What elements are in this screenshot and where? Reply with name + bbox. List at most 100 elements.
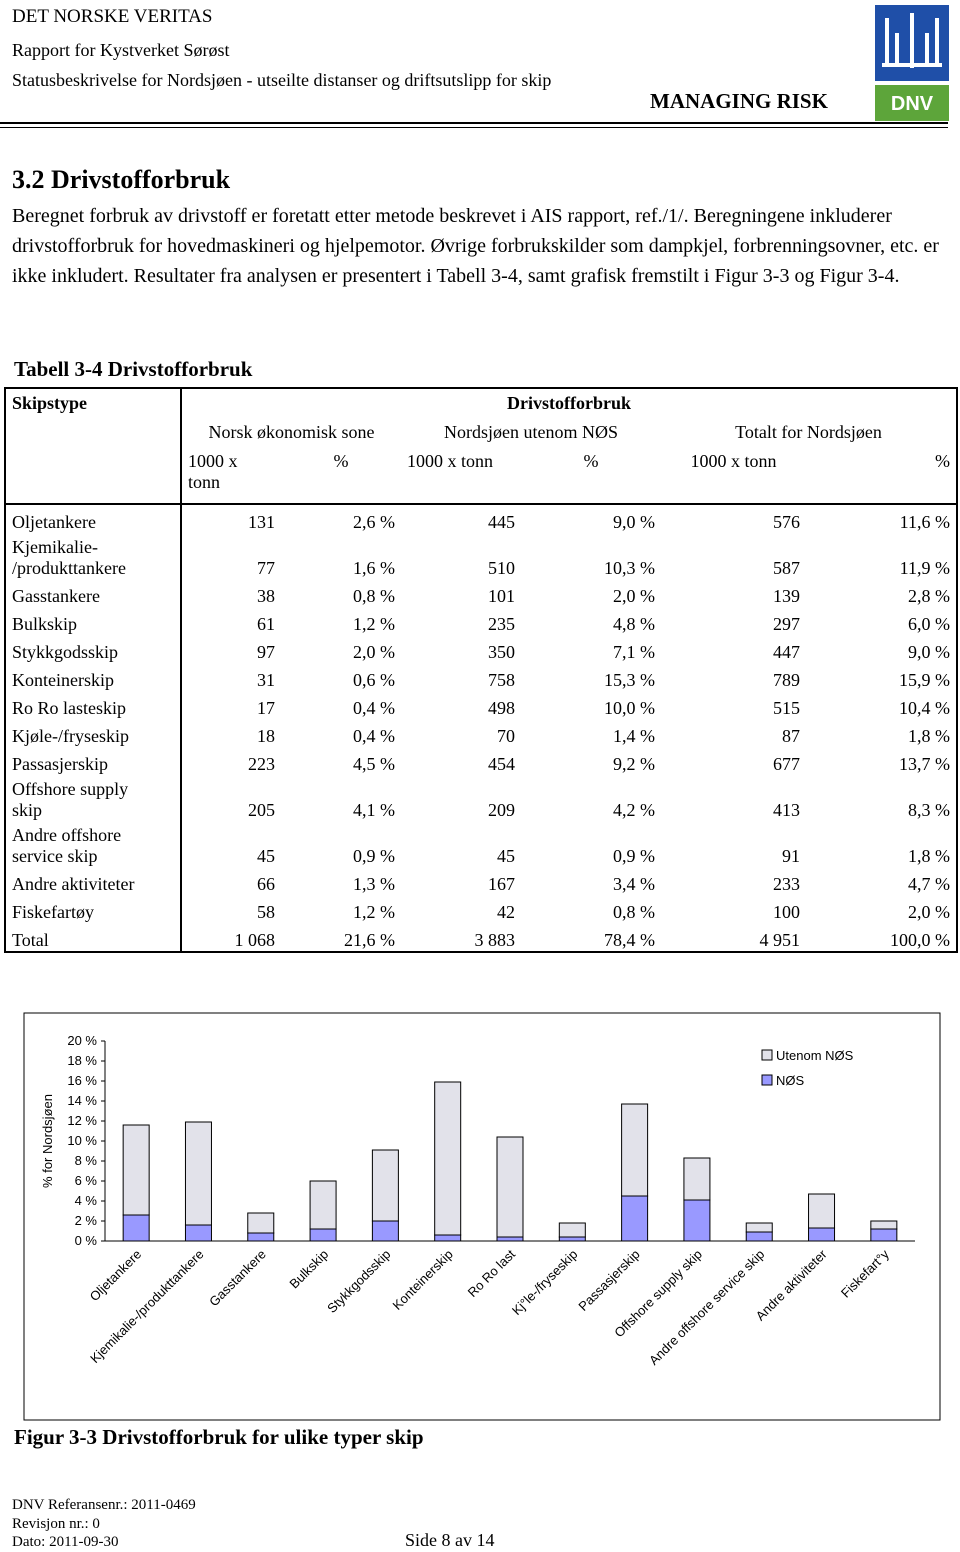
cell: 97 xyxy=(257,642,275,662)
cell: 445 xyxy=(488,512,515,532)
cell: 45 xyxy=(497,846,515,866)
cell: 413 xyxy=(773,800,800,820)
row-label: Total xyxy=(5,923,182,952)
table-row: Kjøle-/fryseskip 18 0,4 % 70 1,4 % 87 1,8 % xyxy=(5,719,957,747)
cell: 1,6 % xyxy=(353,558,395,578)
cell: 6,0 % xyxy=(908,614,950,634)
cell: 9,0 % xyxy=(613,512,655,532)
row-label: Konteinerskip xyxy=(5,663,182,691)
logo-green xyxy=(875,85,949,121)
chart-border xyxy=(23,1012,941,1421)
cell: 4,2 % xyxy=(613,800,655,820)
legend-label: Utenom NØS xyxy=(776,1048,854,1063)
row-label: Kjemikalie- /produkttankere xyxy=(5,533,182,579)
bar-segment xyxy=(745,1222,773,1233)
logo-icon xyxy=(882,13,942,68)
table-row: Oljetankere 131 2,6 % 445 9,0 % 576 11,6 % xyxy=(5,504,957,533)
header-cell: Norsk økonomisk sone xyxy=(208,422,375,442)
cell: 2,6 % xyxy=(353,512,395,532)
cell: 11,6 % xyxy=(899,512,950,532)
header-cell: % xyxy=(521,447,661,505)
cell: 139 xyxy=(773,586,800,606)
cell: 789 xyxy=(773,670,800,690)
cell: 235 xyxy=(488,614,515,634)
bar-segment xyxy=(122,1214,150,1242)
cell: 70 xyxy=(497,726,515,746)
cell: 1 068 xyxy=(234,930,276,950)
table-caption: Tabell 3-4 Drivstofforbruk xyxy=(14,357,253,381)
bar-segment xyxy=(683,1199,711,1242)
x-tick-label: Andre offshore service skip xyxy=(646,1247,767,1368)
bar-segment xyxy=(247,1232,275,1242)
cell: 15,3 % xyxy=(604,670,655,690)
bar-segment xyxy=(745,1231,773,1242)
cell: 58 xyxy=(257,902,275,922)
x-tick-label: Fiskefart°y xyxy=(838,1246,892,1300)
bar-segment xyxy=(434,1234,462,1242)
cell: 0,8 % xyxy=(613,902,655,922)
cell: 1,2 % xyxy=(353,902,395,922)
y-tick-label: 4 % xyxy=(75,1193,98,1208)
bar-segment xyxy=(870,1228,898,1242)
cell: 8,3 % xyxy=(908,800,950,820)
table-row: Fiskefartøy 58 1,2 % 42 0,8 % 100 2,0 % xyxy=(5,895,957,923)
cell: 677 xyxy=(773,754,800,774)
table-row: Kjemikalie- /produkttankere 77 1,6 % 510 10,… xyxy=(5,533,957,579)
cell: 15,9 % xyxy=(899,670,950,690)
y-axis-label: % for Nordsjøen xyxy=(40,1094,55,1188)
bar-segment xyxy=(496,1136,524,1238)
cell: 13,7 % xyxy=(899,754,950,774)
section-title: 3.2 Drivstofforbruk xyxy=(12,165,231,194)
row-label: Ro Ro lasteskip xyxy=(5,691,182,719)
y-tick-label: 10 % xyxy=(67,1133,97,1148)
bar-segment xyxy=(683,1157,711,1201)
cell: 4,7 % xyxy=(908,874,950,894)
cell: 87 xyxy=(782,726,800,746)
x-tick-label: Oljetankere xyxy=(87,1247,145,1305)
x-tick-label: Konteinerskip xyxy=(390,1247,456,1313)
cell: 66 xyxy=(257,874,275,894)
y-tick-label: 0 % xyxy=(75,1233,98,1248)
cell: 0,4 % xyxy=(353,698,395,718)
bar-segment xyxy=(309,1228,337,1242)
header-cell: % xyxy=(281,447,401,505)
bar-segment xyxy=(870,1220,898,1230)
bar-segment xyxy=(808,1193,836,1229)
cell: 77 xyxy=(257,558,275,578)
cell: 78,4 % xyxy=(604,930,655,950)
row-label: Stykkgodsskip xyxy=(5,635,182,663)
footer-reference: DNV Referansenr.: 2011-0469 xyxy=(12,1497,196,1513)
cell: 10,4 % xyxy=(899,698,950,718)
bar-segment xyxy=(621,1103,649,1197)
cell: 498 xyxy=(488,698,515,718)
row-label: Andre offshore service skip xyxy=(5,821,182,867)
x-tick-label: Ro Ro last xyxy=(465,1246,519,1300)
legend-label: NØS xyxy=(776,1073,805,1088)
cell: 21,6 % xyxy=(344,930,395,950)
logo-text: DNV xyxy=(891,93,934,115)
cell: 2,0 % xyxy=(353,642,395,662)
cell: 167 xyxy=(488,874,515,894)
cell: 45 xyxy=(257,846,275,866)
cell: 31 xyxy=(257,670,275,690)
cell: 758 xyxy=(488,670,515,690)
footer-page: Side 8 av 14 xyxy=(405,1530,495,1550)
row-label: Passasjerskip xyxy=(5,747,182,775)
row-label: Gasstankere xyxy=(5,579,182,607)
cell: 2,8 % xyxy=(908,586,950,606)
logo: DNV xyxy=(875,5,949,121)
legend-swatch xyxy=(761,1074,773,1086)
cell: 4 951 xyxy=(759,930,801,950)
cell: 4,1 % xyxy=(353,800,395,820)
cell: 7,1 % xyxy=(613,642,655,662)
cell: 100 xyxy=(773,902,800,922)
table-row: Passasjerskip 223 4,5 % 454 9,2 % 677 13,7 % xyxy=(5,747,957,775)
table-row: Offshore supply skip 205 4,1 % 209 4,2 % 413 8… xyxy=(5,775,957,821)
y-tick-label: 14 % xyxy=(67,1093,97,1108)
table: Skipstype Drivstofforbruk Norsk økonomis… xyxy=(4,387,958,953)
cell: 1,3 % xyxy=(353,874,395,894)
cell: 2,0 % xyxy=(908,902,950,922)
cell: 101 xyxy=(488,586,515,606)
cell: 454 xyxy=(488,754,515,774)
